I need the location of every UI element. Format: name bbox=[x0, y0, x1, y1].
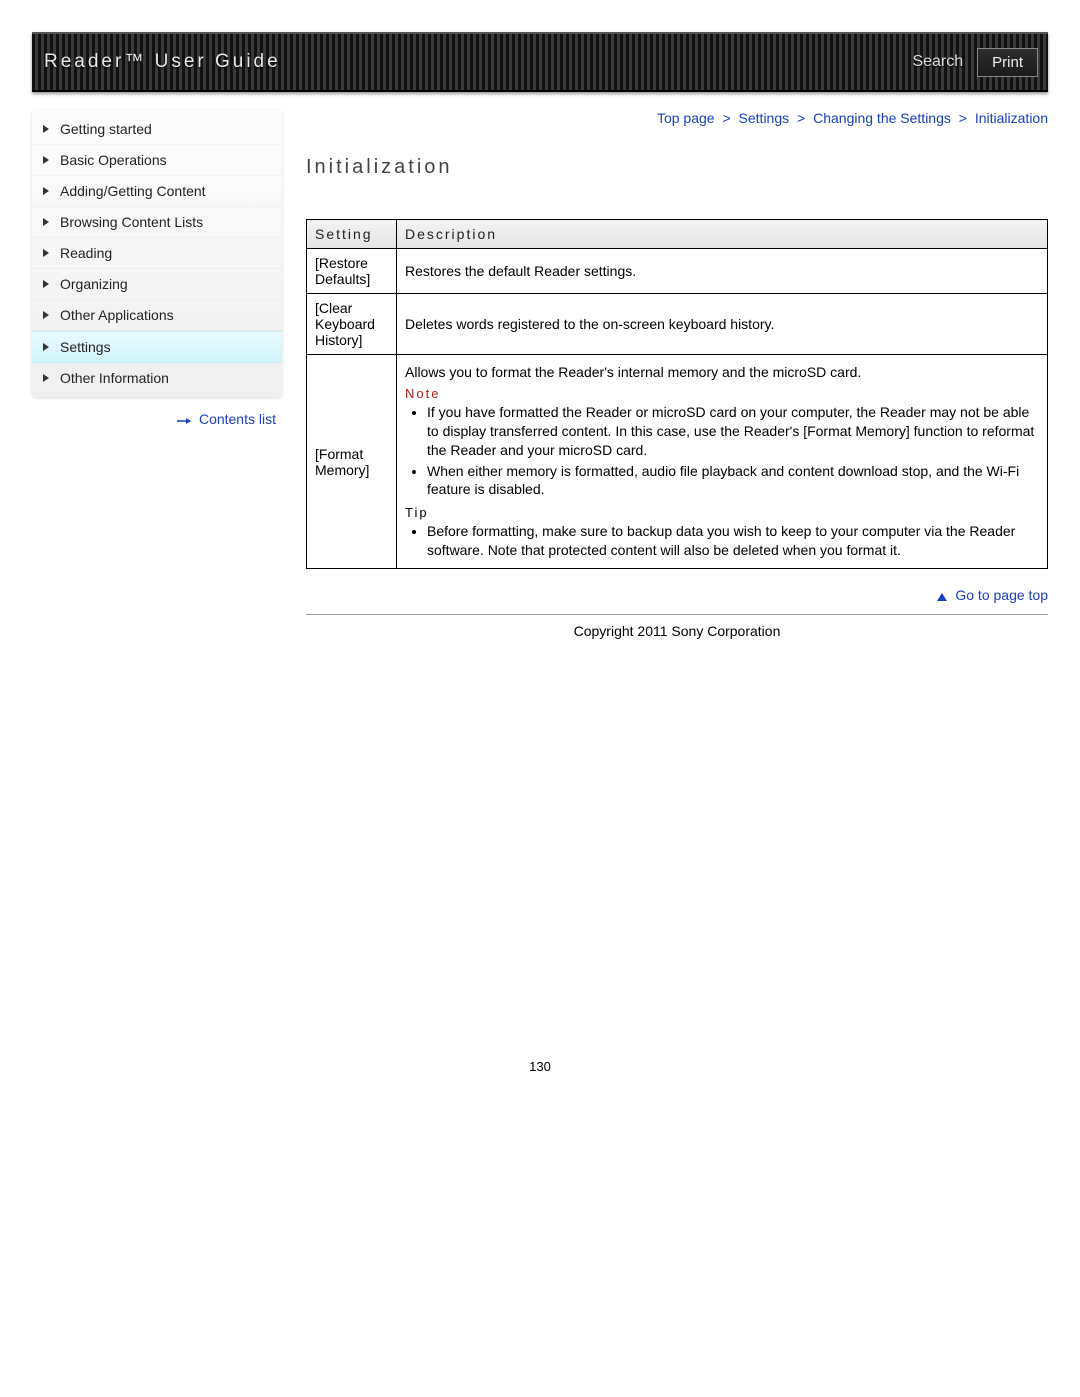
description-intro: Allows you to format the Reader's intern… bbox=[405, 363, 1039, 382]
chevron-right-icon bbox=[42, 374, 50, 382]
copyright: Copyright 2011 Sony Corporation bbox=[306, 614, 1048, 639]
go-to-top-wrap: Go to page top bbox=[306, 587, 1048, 610]
sidebar-item-label: Getting started bbox=[60, 121, 152, 137]
page-number: 130 bbox=[32, 1059, 1048, 1074]
chevron-right-icon bbox=[42, 156, 50, 164]
chevron-right-icon bbox=[42, 187, 50, 195]
chevron-right-icon bbox=[42, 280, 50, 288]
sidebar-item-label: Adding/Getting Content bbox=[60, 183, 206, 199]
note-label: Note bbox=[405, 386, 1039, 401]
sidebar-item-label: Settings bbox=[60, 339, 111, 355]
sidebar-item[interactable]: Basic Operations bbox=[32, 145, 282, 176]
chevron-right-icon bbox=[42, 343, 50, 351]
print-button[interactable]: Print bbox=[977, 48, 1038, 77]
sidebar-item-label: Other Applications bbox=[60, 307, 174, 323]
search-link[interactable]: Search bbox=[912, 53, 963, 71]
description-cell: Allows you to format the Reader's intern… bbox=[397, 355, 1048, 569]
breadcrumb-item[interactable]: Changing the Settings bbox=[813, 110, 951, 126]
tip-label: Tip bbox=[405, 505, 1039, 520]
triangle-up-icon bbox=[937, 588, 947, 604]
sidebar-item[interactable]: Getting started bbox=[32, 114, 282, 145]
setting-cell: [Clear Keyboard History] bbox=[307, 294, 397, 355]
note-item: If you have formatted the Reader or micr… bbox=[427, 403, 1039, 460]
note-list: If you have formatted the Reader or micr… bbox=[405, 403, 1039, 499]
table-header-setting: Setting bbox=[307, 220, 397, 249]
settings-table: Setting Description [Restore Defaults] Re… bbox=[306, 219, 1048, 569]
breadcrumb-item[interactable]: Settings bbox=[739, 110, 790, 126]
sidebar-item[interactable]: Organizing bbox=[32, 269, 282, 300]
table-row: [Clear Keyboard History] Deletes words re… bbox=[307, 294, 1048, 355]
note-item: When either memory is formatted, audio f… bbox=[427, 462, 1039, 500]
breadcrumb-item[interactable]: Initialization bbox=[975, 110, 1048, 126]
contents-list-link[interactable]: Contents list bbox=[199, 411, 276, 427]
sidebar-item[interactable]: Adding/Getting Content bbox=[32, 176, 282, 207]
header-bar: Reader™ User Guide Search Print bbox=[32, 32, 1048, 92]
chevron-right-icon bbox=[42, 125, 50, 133]
breadcrumb-separator: > bbox=[789, 110, 813, 126]
contents-list-wrap: Contents list bbox=[32, 411, 282, 428]
sidebar-item[interactable]: Settings bbox=[32, 331, 282, 363]
sidebar-item-label: Other Information bbox=[60, 370, 169, 386]
sidebar-item[interactable]: Other Information bbox=[32, 363, 282, 393]
breadcrumb-item[interactable]: Top page bbox=[657, 110, 715, 126]
header-actions: Search Print bbox=[912, 48, 1038, 77]
arrow-right-icon bbox=[177, 412, 191, 428]
go-to-top-link[interactable]: Go to page top bbox=[955, 587, 1048, 603]
sidebar-item-label: Organizing bbox=[60, 276, 128, 292]
page-title: Initialization bbox=[306, 156, 1048, 179]
table-header-description: Description bbox=[397, 220, 1048, 249]
sidebar-item[interactable]: Reading bbox=[32, 238, 282, 269]
chevron-right-icon bbox=[42, 249, 50, 257]
nav-list: Getting started Basic Operations Adding/Ge… bbox=[32, 110, 282, 397]
description-cell: Restores the default Reader settings. bbox=[397, 249, 1048, 294]
breadcrumb-separator: > bbox=[715, 110, 739, 126]
description-text: Restores the default Reader settings. bbox=[405, 262, 1039, 281]
sidebar-item-label: Basic Operations bbox=[60, 152, 167, 168]
description-text: Deletes words registered to the on-scree… bbox=[405, 315, 1039, 334]
sidebar-item-label: Reading bbox=[60, 245, 112, 261]
description-cell: Deletes words registered to the on-scree… bbox=[397, 294, 1048, 355]
table-row: [Format Memory] Allows you to format the … bbox=[307, 355, 1048, 569]
sidebar: Getting started Basic Operations Adding/Ge… bbox=[32, 110, 282, 639]
table-row: [Restore Defaults] Restores the default R… bbox=[307, 249, 1048, 294]
breadcrumb: Top page > Settings > Changing the Setti… bbox=[306, 110, 1048, 126]
app-title: Reader™ User Guide bbox=[44, 51, 281, 73]
setting-cell: [Format Memory] bbox=[307, 355, 397, 569]
sidebar-item[interactable]: Browsing Content Lists bbox=[32, 207, 282, 238]
tip-item: Before formatting, make sure to backup d… bbox=[427, 522, 1039, 560]
chevron-right-icon bbox=[42, 218, 50, 226]
tip-list: Before formatting, make sure to backup d… bbox=[405, 522, 1039, 560]
main-content: Top page > Settings > Changing the Setti… bbox=[306, 110, 1048, 639]
breadcrumb-separator: > bbox=[951, 110, 975, 126]
sidebar-item[interactable]: Other Applications bbox=[32, 300, 282, 331]
chevron-right-icon bbox=[42, 311, 50, 319]
setting-cell: [Restore Defaults] bbox=[307, 249, 397, 294]
sidebar-item-label: Browsing Content Lists bbox=[60, 214, 203, 230]
